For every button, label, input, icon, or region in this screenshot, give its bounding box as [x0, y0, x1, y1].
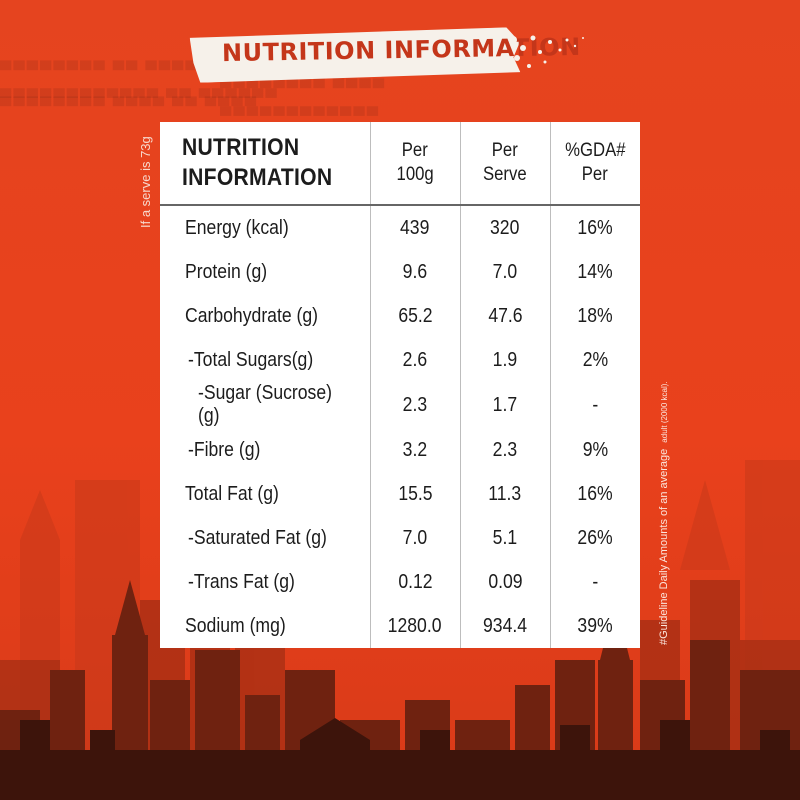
value-per-100g: 0.12 [397, 570, 433, 593]
value-per-100g: 2.6 [402, 348, 428, 371]
value-per-100g: 439 [400, 216, 430, 239]
value-gda: 39% [577, 614, 613, 637]
value-per-100g: 1280.0 [388, 614, 442, 637]
table-row: -Fibre (g) 3.2 2.3 9% [160, 428, 640, 472]
value-gda: - [592, 393, 599, 416]
table-row: -Sugar (Sucrose)(g) 2.3 1.7 - [160, 382, 640, 428]
value-gda: 2% [582, 348, 608, 371]
gda-footnote: #Guideline Daily Amounts of an average ad… [658, 381, 670, 645]
row-label: -Trans Fat (g) [188, 570, 295, 593]
value-per-serve: 1.7 [492, 393, 518, 416]
value-gda: 16% [577, 216, 613, 239]
value-gda: 16% [577, 482, 613, 505]
value-per-serve: 2.3 [492, 438, 518, 461]
value-per-serve: 47.6 [487, 304, 523, 327]
ghost-text-decoration-2: ▀▀▀▀▀▀▀▀ ▀▀▀▀ ▄▄▄▄▄▄▄▄▄▄▄▄ [220, 80, 387, 115]
row-label: Protein (g) [185, 260, 268, 283]
value-gda: 9% [582, 438, 608, 461]
value-per-serve: 11.3 [488, 482, 522, 505]
table-row: Protein (g) 9.6 7.0 14% [160, 250, 640, 294]
row-label: Energy (kcal) [185, 216, 289, 239]
table-row: Sodium (mg) 1280.0 934.4 39% [160, 604, 640, 648]
row-label: Total Fat (g) [185, 482, 279, 505]
table-title: NUTRITION INFORMATION [160, 122, 370, 206]
row-label: Carbohydrate (g) [185, 304, 319, 327]
value-per-100g: 15.5 [397, 482, 433, 505]
column-header-per-serve: Per Serve [459, 122, 550, 206]
paint-splatter-decoration [509, 35, 584, 68]
table-row: Carbohydrate (g) 65.2 47.6 18% [160, 294, 640, 338]
table-row: -Total Sugars(g) 2.6 1.9 2% [160, 338, 640, 382]
value-gda: 14% [577, 260, 613, 283]
city-skyline-illustration [0, 460, 800, 800]
table-row: Energy (kcal) 439 320 16% [160, 205, 640, 250]
value-gda: 26% [577, 526, 613, 549]
column-header-gda: %GDA# Per [549, 122, 640, 206]
value-per-100g: 2.3 [402, 393, 428, 416]
value-gda: 18% [577, 304, 613, 327]
value-per-serve: 1.9 [492, 348, 518, 371]
row-label: -Sugar (Sucrose)(g) [198, 382, 333, 427]
row-label: -Fibre (g) [188, 438, 261, 461]
table-row: Total Fat (g) 15.5 11.3 16% [160, 472, 640, 516]
value-per-serve: 320 [490, 216, 520, 239]
value-per-100g: 9.6 [402, 260, 428, 283]
gda-footnote-small: adult (2000 kcal). [660, 381, 669, 443]
row-label: -Total Sugars(g) [188, 348, 314, 371]
gda-footnote-main: #Guideline Daily Amounts of an average [658, 448, 670, 645]
value-per-serve: 7.0 [492, 260, 518, 283]
value-per-serve: 934.4 [482, 614, 528, 637]
value-gda: - [592, 570, 599, 593]
serving-size-note: If a serve is 73g [138, 136, 153, 228]
value-per-100g: 7.0 [402, 526, 428, 549]
value-per-100g: 3.2 [402, 438, 428, 461]
nutrition-table: NUTRITION INFORMATION Per 100g Per Serve… [160, 122, 640, 648]
value-per-serve: 5.1 [492, 526, 518, 549]
value-per-100g: 65.2 [397, 304, 433, 327]
column-header-per-100g: Per 100g [369, 122, 460, 206]
table-row: -Saturated Fat (g) 7.0 5.1 26% [160, 516, 640, 560]
value-per-serve: 0.09 [487, 570, 523, 593]
table-row: -Trans Fat (g) 0.12 0.09 - [160, 560, 640, 604]
nutrition-panel: NUTRITION INFORMATION Per 100g Per Serve… [160, 122, 640, 648]
row-label: Sodium (mg) [185, 614, 286, 637]
row-label: -Saturated Fat (g) [188, 526, 327, 549]
table-header-row: NUTRITION INFORMATION Per 100g Per Serve… [160, 122, 640, 206]
